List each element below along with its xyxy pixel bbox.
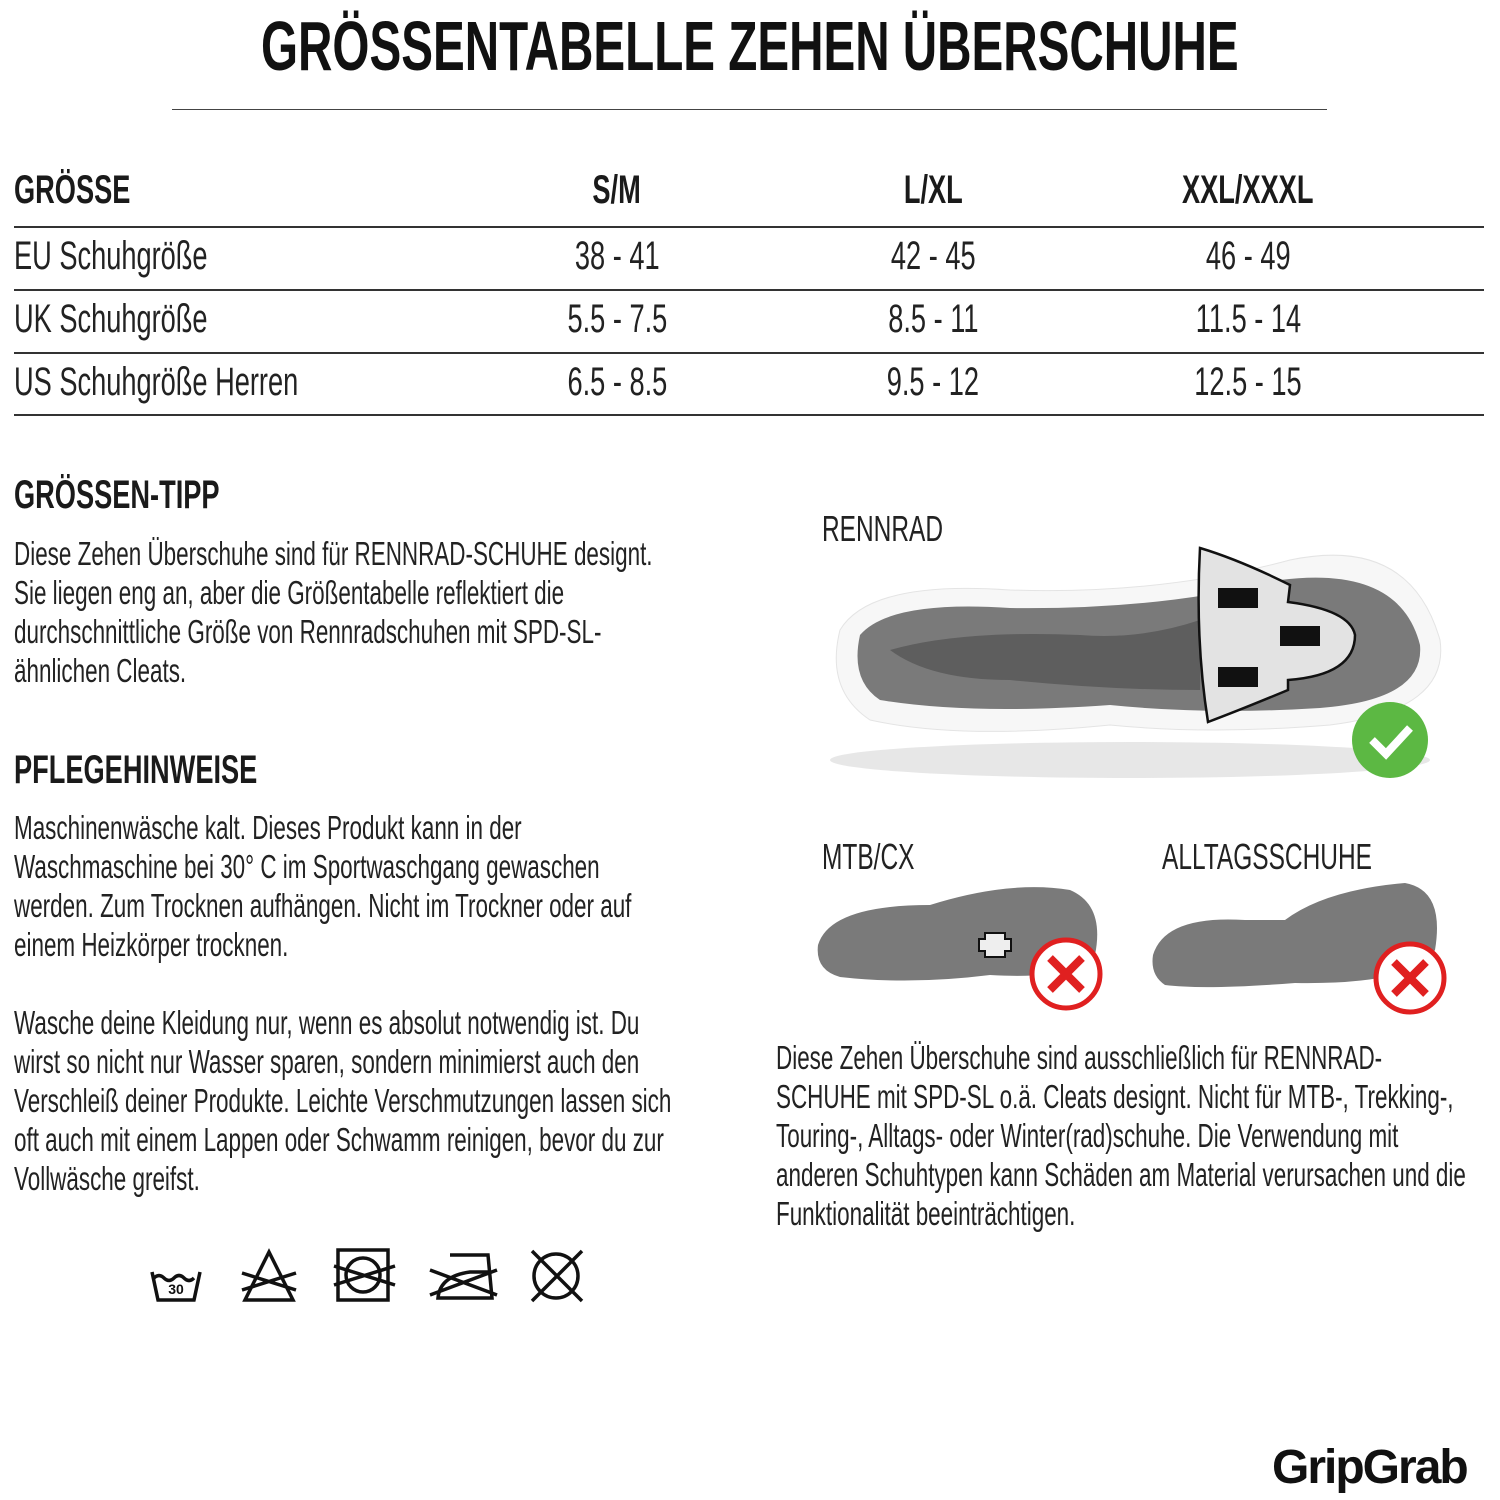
table-divider xyxy=(14,352,1484,354)
cross-icon xyxy=(1373,941,1447,1015)
care-advice-text: Wasche deine Kleidung nur, wenn es absol… xyxy=(14,1004,672,1197)
no-iron-icon xyxy=(429,1253,498,1300)
table-divider xyxy=(14,289,1484,291)
table-header-xxl: XXL/XXXL xyxy=(1182,168,1314,212)
size-tip-heading: GRÖSSEN-TIPP xyxy=(14,473,220,517)
table-divider xyxy=(14,226,1484,228)
care-heading: PFLEGEHINWEISE xyxy=(14,748,258,792)
no-tumble-dry-icon xyxy=(333,1248,396,1302)
table-divider xyxy=(14,414,1484,416)
table-cell: 46 - 49 xyxy=(1205,234,1291,278)
table-cell: 11.5 - 14 xyxy=(1195,297,1301,341)
wash-30-icon: 30 xyxy=(150,1271,202,1302)
casual-shoe-label: ALLTAGSSCHUHE xyxy=(1162,836,1372,877)
cross-icon xyxy=(1029,937,1103,1011)
table-row-label-uk: UK Schuhgröße xyxy=(14,297,208,341)
shoe-compatibility-text: Diese Zehen Überschuhe sind ausschließli… xyxy=(776,1039,1466,1232)
table-cell: 5.5 - 7.5 xyxy=(567,297,667,341)
size-tip-text: Diese Zehen Überschuhe sind für RENNRAD-… xyxy=(14,535,653,689)
mtb-shoe-image xyxy=(817,887,1103,1011)
mtb-shoe-label: MTB/CX xyxy=(822,836,915,877)
table-header-sm: S/M xyxy=(592,168,642,212)
table-row-label-us: US Schuhgröße Herren xyxy=(14,360,299,404)
page-title: GRÖSSENTABELLE ZEHEN ÜBERSCHUHE xyxy=(261,7,1239,85)
table-cell: 9.5 - 12 xyxy=(886,360,980,404)
care-text: Maschinenwäsche kalt. Dieses Produkt kan… xyxy=(14,809,632,963)
casual-shoe-image xyxy=(1152,883,1447,1015)
table-header-lxl: L/XL xyxy=(903,168,963,212)
table-cell: 8.5 - 11 xyxy=(887,297,979,341)
road-shoe-image xyxy=(830,546,1442,778)
care-icons: 30 xyxy=(150,1248,584,1303)
road-shoe-label: RENNRAD xyxy=(822,508,944,549)
table-cell: 42 - 45 xyxy=(890,234,976,278)
check-icon xyxy=(1352,702,1428,778)
table-cell: 38 - 41 xyxy=(574,234,660,278)
table-cell: 6.5 - 8.5 xyxy=(567,360,667,404)
title-divider xyxy=(172,109,1327,110)
brand-logo: GripGrab xyxy=(1272,1441,1469,1494)
table-row-label-eu: EU Schuhgröße xyxy=(14,234,208,278)
svg-text:30: 30 xyxy=(168,1281,184,1297)
no-dry-clean-icon xyxy=(530,1249,584,1303)
table-cell: 12.5 - 15 xyxy=(1194,360,1302,404)
table-header-size: GRÖSSE xyxy=(14,168,131,212)
no-bleach-icon xyxy=(241,1248,297,1302)
